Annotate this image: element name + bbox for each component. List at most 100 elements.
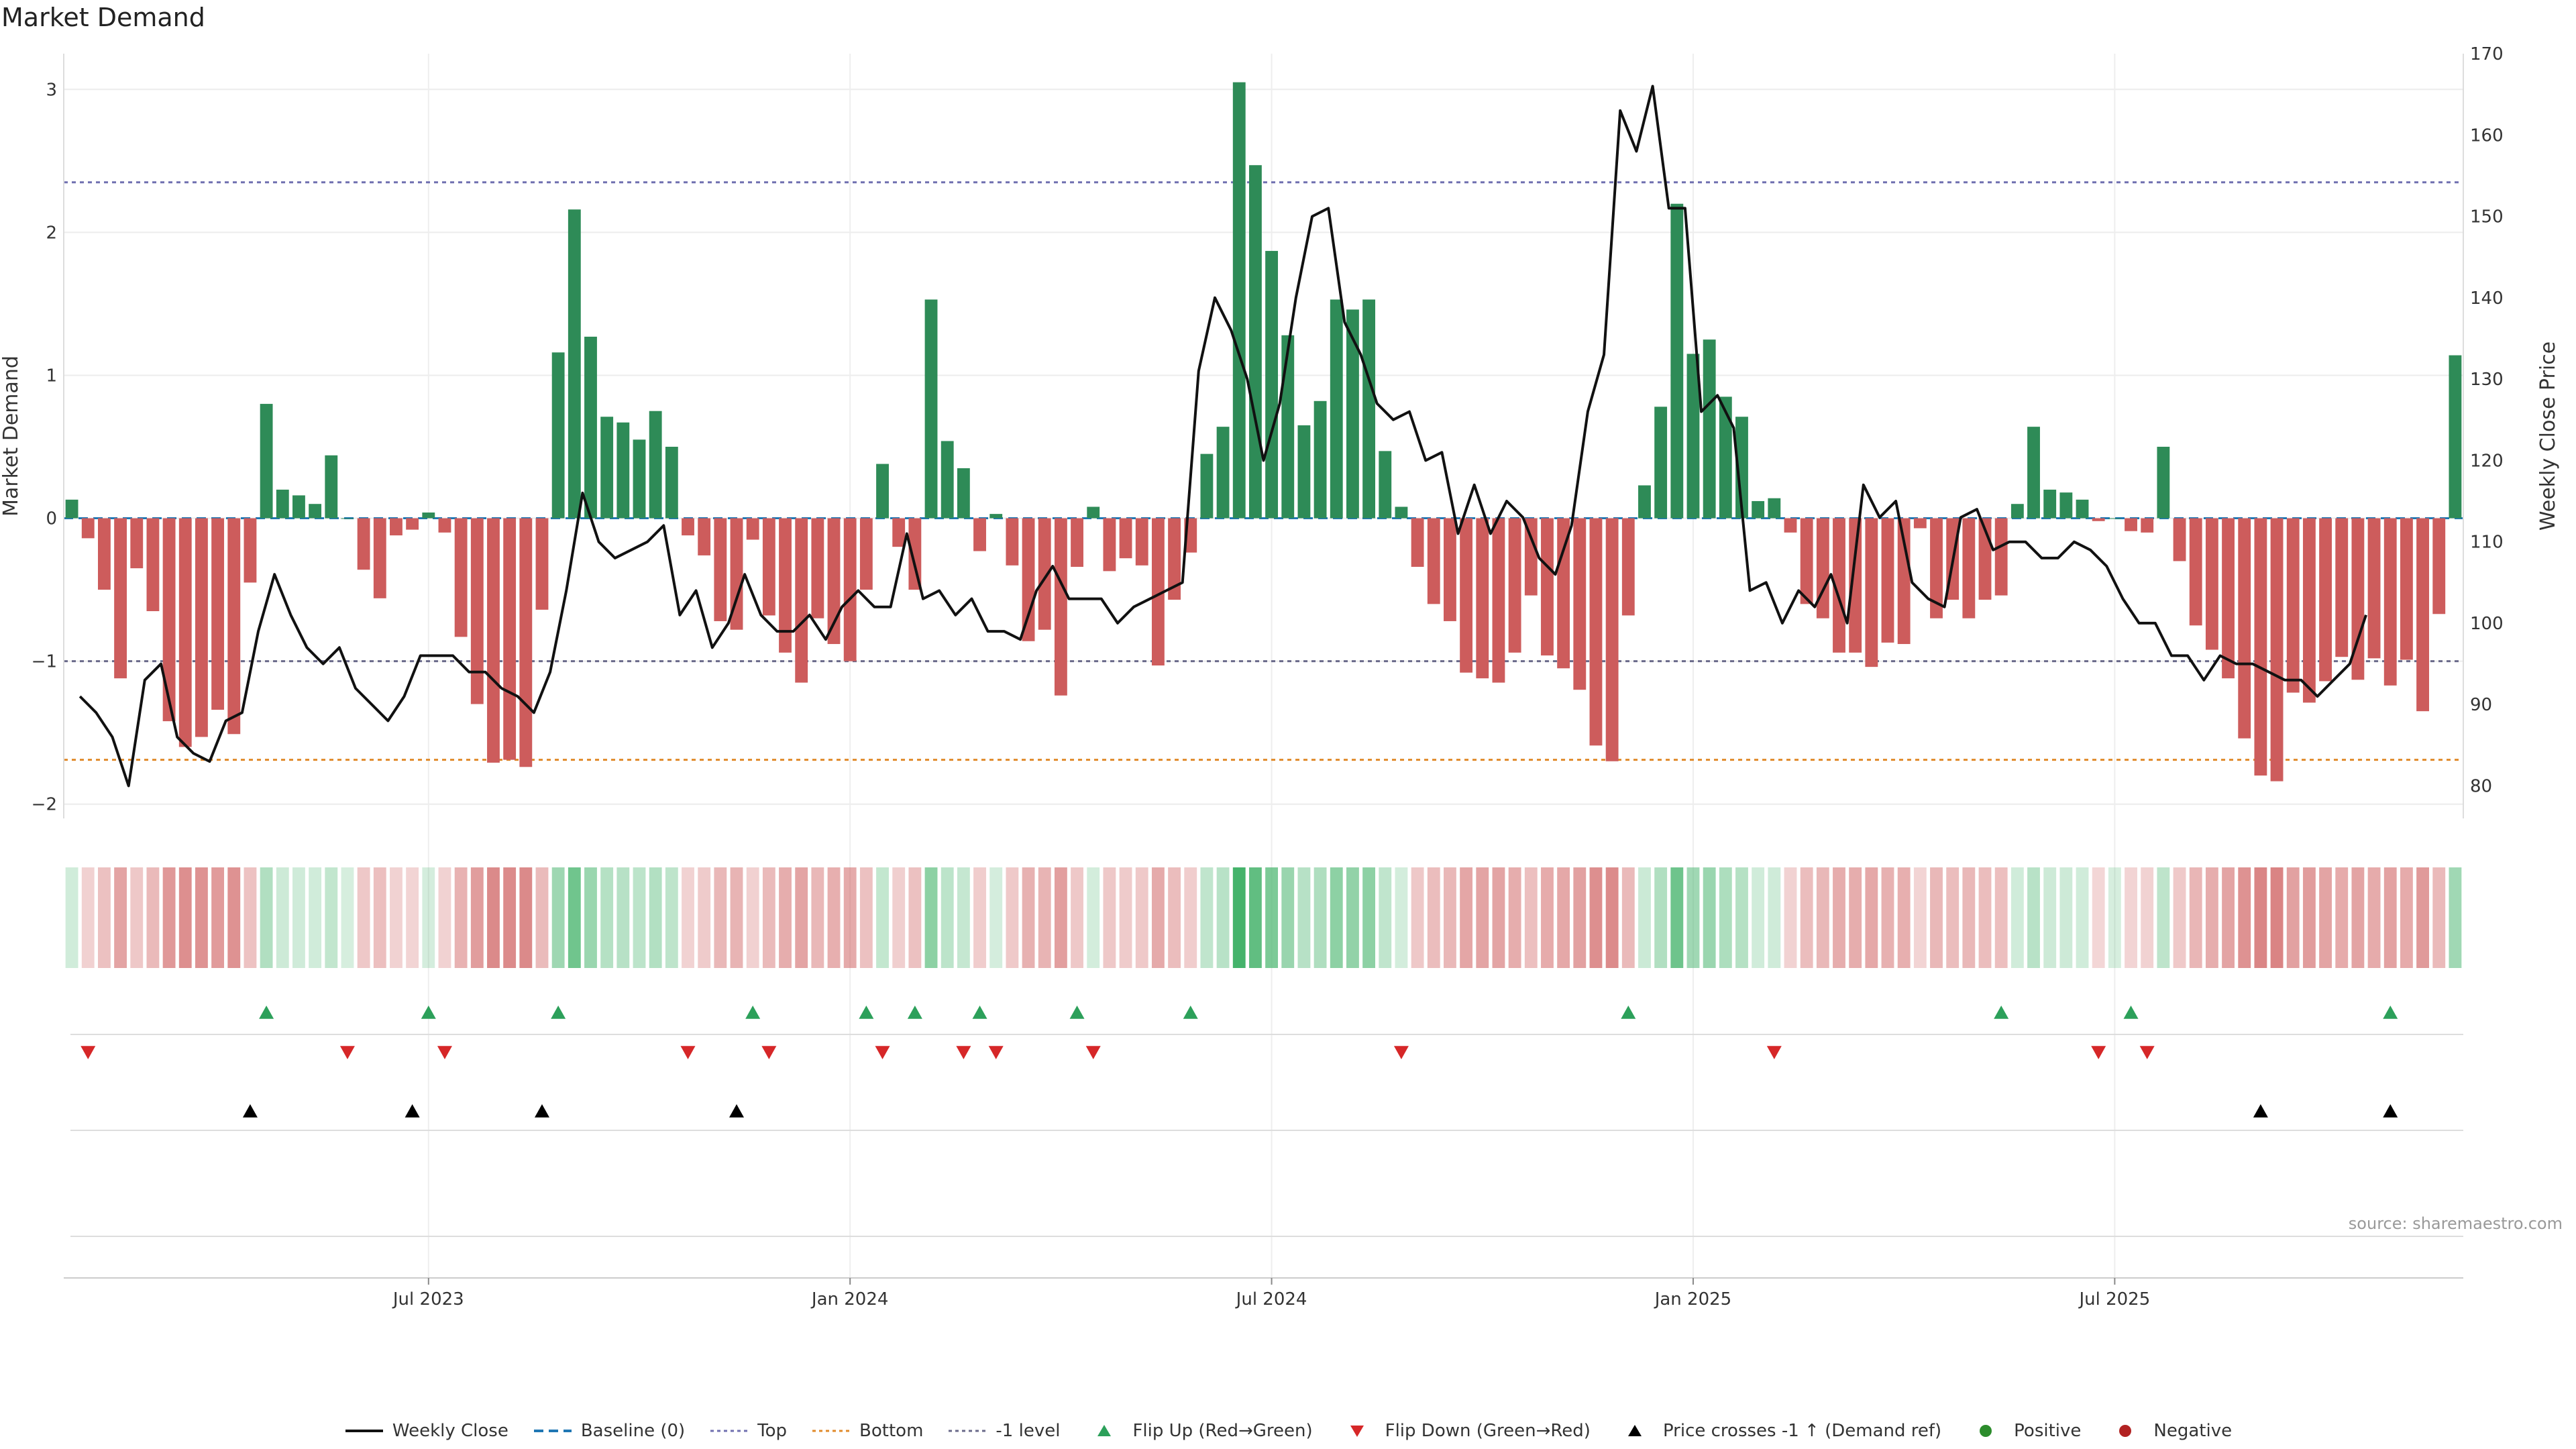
heat-strip-cell bbox=[1524, 867, 1538, 968]
demand-bars bbox=[65, 82, 2462, 782]
flip-down-marker bbox=[339, 1046, 355, 1059]
flip-up-marker bbox=[1621, 1006, 1636, 1019]
demand-bar bbox=[2367, 518, 2381, 659]
y-right-tick-label: 100 bbox=[2470, 614, 2504, 634]
demand-bar bbox=[2059, 492, 2073, 519]
chart-title: Market Demand bbox=[1, 3, 205, 32]
demand-bar bbox=[390, 518, 402, 536]
flip-up-marker bbox=[745, 1006, 761, 1019]
demand-bar bbox=[1524, 518, 1538, 596]
flip-down-marker bbox=[1085, 1046, 1101, 1059]
y-right-tick-label: 110 bbox=[2470, 533, 2504, 553]
heat-strip-cell bbox=[1087, 867, 1100, 968]
demand-bar bbox=[1865, 518, 1878, 667]
y-right-tick-label: 150 bbox=[2470, 207, 2504, 227]
demand-bar bbox=[2205, 518, 2218, 650]
demand-bar bbox=[2286, 518, 2300, 693]
heat-strip-cell bbox=[1395, 867, 1408, 968]
demand-bar bbox=[892, 518, 906, 547]
heat-strip-cell bbox=[2059, 867, 2073, 968]
demand-bar bbox=[1168, 518, 1181, 600]
demand-bar bbox=[1686, 354, 1700, 519]
demand-bar bbox=[1216, 427, 1230, 519]
heat-strip-cell bbox=[162, 867, 176, 968]
heat-strip-cell bbox=[1054, 867, 1067, 968]
heat-strip-cell bbox=[762, 867, 775, 968]
heat-strip-cell bbox=[2254, 867, 2267, 968]
demand-bar bbox=[795, 518, 808, 683]
heat-strip-cell bbox=[1768, 867, 1781, 968]
heat-strip-cell bbox=[1103, 867, 1116, 968]
event-markers bbox=[70, 1006, 2463, 1237]
demand-bar bbox=[1962, 518, 1976, 619]
reference-lines bbox=[64, 181, 2463, 761]
flip-up-marker bbox=[551, 1006, 566, 1019]
legend-swatch-flip-down bbox=[1350, 1426, 1364, 1437]
flip-up-marker bbox=[421, 1006, 436, 1019]
flip-down-marker bbox=[761, 1046, 777, 1059]
demand-bar bbox=[2189, 518, 2202, 626]
demand-bar bbox=[519, 518, 533, 767]
heat-strip-cell bbox=[2222, 867, 2235, 968]
demand-bar bbox=[2432, 518, 2446, 614]
heat-strip-cell bbox=[1735, 867, 1748, 968]
demand-bar bbox=[2027, 427, 2040, 519]
legend-item-negative: Negative bbox=[2105, 1421, 2232, 1441]
demand-bar bbox=[2351, 518, 2365, 680]
heat-strip-cell bbox=[1881, 867, 1894, 968]
heat-strip-cell bbox=[195, 867, 208, 968]
legend-label: Price crosses -1 ↑ (Demand ref) bbox=[1662, 1421, 1942, 1441]
heat-strip-cell bbox=[1119, 867, 1132, 968]
heat-strip-cell bbox=[1313, 867, 1327, 968]
heat-strip-cell bbox=[325, 867, 338, 968]
flip-up-marker bbox=[859, 1006, 874, 1019]
legend-swatch-bottom bbox=[812, 1430, 851, 1432]
heat-strip-cell bbox=[682, 867, 694, 968]
heat-strip-cell bbox=[633, 867, 646, 968]
demand-bar bbox=[1135, 518, 1148, 566]
heat-strip-cell bbox=[2400, 867, 2413, 968]
heat-strip-cell bbox=[2238, 867, 2251, 968]
legend-swatch-baseline bbox=[533, 1430, 572, 1432]
heat-strip-cell bbox=[1833, 867, 1845, 968]
heat-strip-cell bbox=[487, 867, 500, 968]
demand-bar bbox=[1508, 518, 1521, 653]
demand-bar bbox=[2254, 518, 2267, 776]
demand-bar bbox=[292, 495, 305, 519]
legend-item-positive: Positive bbox=[1966, 1421, 2081, 1441]
heat-strip-cell bbox=[1605, 867, 1619, 968]
y-right-tick-label: 80 bbox=[2470, 776, 2492, 796]
flip-down-marker bbox=[956, 1046, 971, 1059]
demand-bar bbox=[1833, 518, 1845, 653]
demand-bar bbox=[762, 518, 775, 616]
y-right-tick-label: 140 bbox=[2470, 288, 2504, 309]
heat-strip-cell bbox=[1411, 867, 1424, 968]
legend-item-baseline: Baseline (0) bbox=[533, 1421, 685, 1441]
legend-item-top: Top bbox=[709, 1421, 787, 1441]
heat-strip-cell bbox=[373, 867, 386, 968]
demand-bar bbox=[1265, 251, 1279, 519]
heat-strip-cell bbox=[1589, 867, 1603, 968]
heat-strip-cell bbox=[908, 867, 922, 968]
demand-bar bbox=[989, 514, 1003, 519]
legend-swatch-top bbox=[710, 1430, 749, 1432]
legend-label: Baseline (0) bbox=[580, 1421, 686, 1441]
heat-strip-cell bbox=[1281, 867, 1295, 968]
demand-bar bbox=[227, 518, 241, 735]
demand-bar bbox=[2173, 518, 2186, 561]
heat-strip-cell bbox=[470, 867, 484, 968]
demand-bar bbox=[406, 518, 419, 530]
x-tick-label: Jul 2024 bbox=[1235, 1289, 1307, 1309]
legend-label: Negative bbox=[2153, 1421, 2233, 1441]
demand-bar bbox=[1006, 518, 1019, 566]
legend-item-bottom: Bottom bbox=[811, 1421, 923, 1441]
heat-strip bbox=[65, 867, 2462, 968]
heat-strip-cell bbox=[2286, 867, 2300, 968]
price-cross-marker bbox=[534, 1104, 549, 1118]
demand-bar bbox=[2125, 518, 2137, 531]
heat-strip-cell bbox=[2367, 867, 2381, 968]
heat-strip-cell bbox=[227, 867, 241, 968]
heat-strip-cell bbox=[616, 867, 630, 968]
heat-strip-cell bbox=[892, 867, 906, 968]
heat-strip-cell bbox=[81, 867, 95, 968]
